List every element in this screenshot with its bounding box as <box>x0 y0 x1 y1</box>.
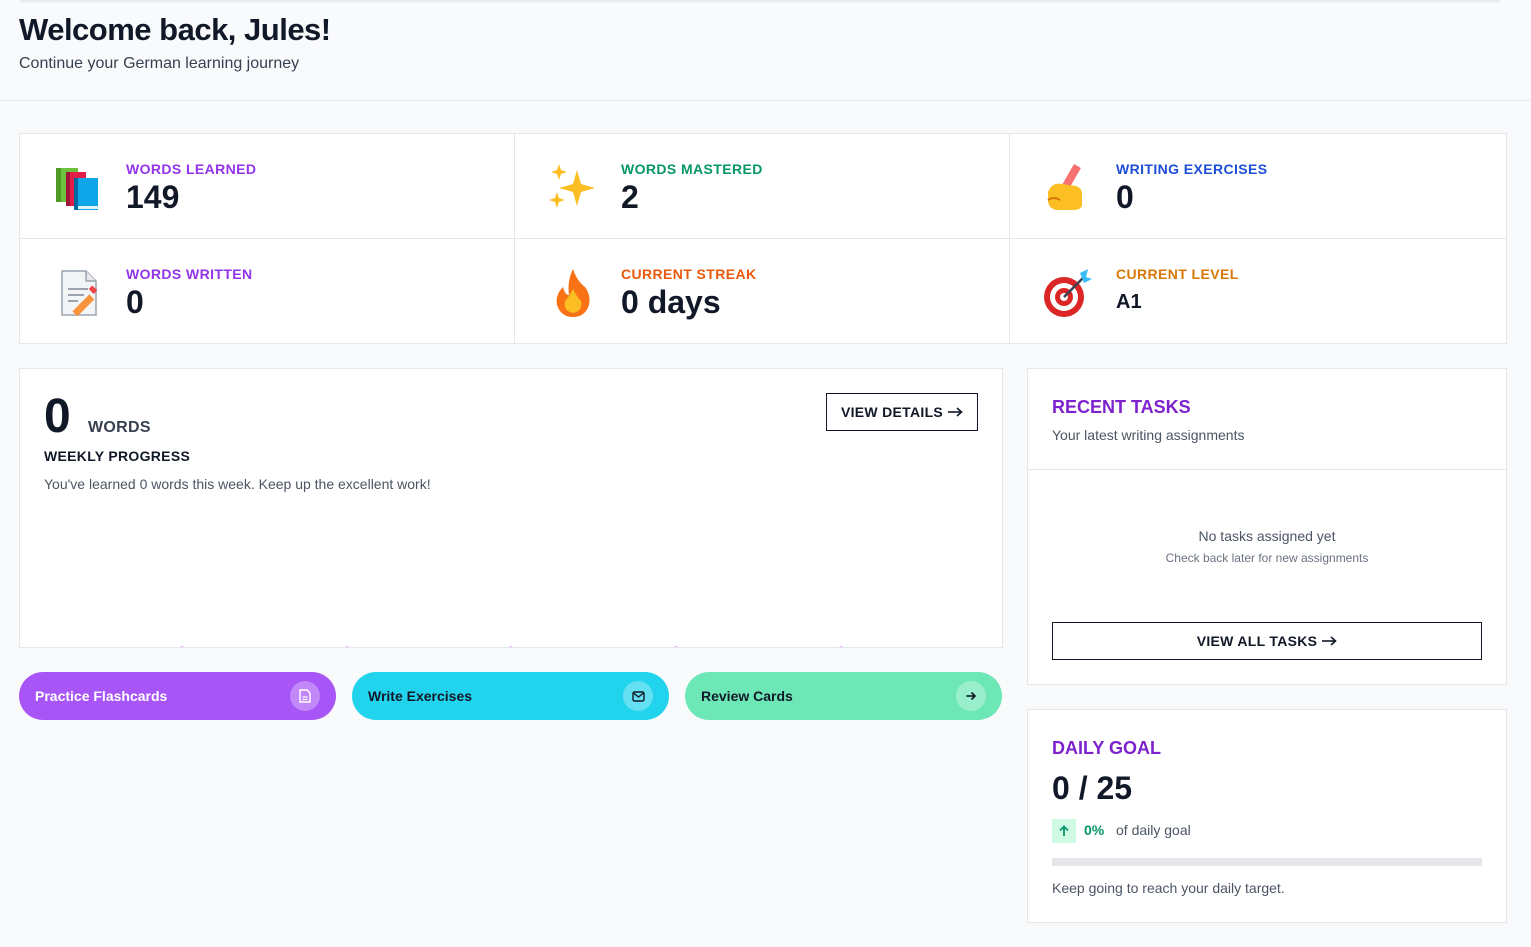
stat-words-mastered: WORDS MASTERED 2 <box>515 134 1010 239</box>
daily-goal-note: Keep going to reach your daily target. <box>1052 880 1285 896</box>
weekly-progress-card: 0 WORDS WEEKLY PROGRESS You've learned 0… <box>19 368 1003 648</box>
view-details-label: VIEW DETAILS <box>840 404 944 420</box>
weekly-chart-point-0 <box>180 646 184 647</box>
review-cards-button[interactable]: Review Cards <box>685 672 1002 720</box>
stat-value: 0 <box>126 284 144 320</box>
daily-goal-value: 0 / 25 <box>1052 770 1133 806</box>
stat-value: A1 <box>1116 291 1142 313</box>
weekly-chart <box>180 646 843 647</box>
document-icon <box>290 681 320 711</box>
empty-state-text: No tasks assigned yet <box>1198 528 1336 544</box>
stat-label: WORDS MASTERED <box>621 161 763 177</box>
practice-flashcards-button[interactable]: Practice Flashcards <box>19 672 336 720</box>
stat-label: WORDS LEARNED <box>126 161 257 177</box>
daily-goal-percent: 0% <box>1084 822 1105 838</box>
page-title: Welcome back, Jules! <box>19 12 331 47</box>
daily-goal-title: DAILY GOAL <box>1052 738 1162 758</box>
weekly-chart-point-4 <box>839 646 843 647</box>
view-all-tasks-button[interactable]: VIEW ALL TASKS <box>1052 622 1482 660</box>
weekly-chart-point-1 <box>345 646 349 647</box>
books-icon <box>56 168 98 210</box>
arrow-right-icon <box>1322 636 1338 646</box>
daily-goal-card: DAILY GOAL 0 / 25 0% of daily goal Keep … <box>1027 709 1507 923</box>
daily-goal-progress-bar <box>1052 858 1482 866</box>
stat-words-written: WORDS WRITTEN 0 <box>20 239 515 343</box>
fire-icon <box>556 269 590 317</box>
page-subtitle: Continue your German learning journey <box>19 55 300 72</box>
arrow-right-icon <box>948 407 963 417</box>
recent-tasks-subtitle: Your latest writing assignments <box>1052 427 1245 443</box>
writing-hand-icon <box>1047 164 1082 210</box>
weekly-progress-label: WEEKLY PROGRESS <box>44 448 191 464</box>
arrow-right-icon <box>956 681 986 711</box>
weekly-unit: WORDS <box>88 419 151 436</box>
weekly-progress-text: You've learned 0 words this week. Keep u… <box>44 476 431 492</box>
stat-label: WORDS WRITTEN <box>126 266 253 282</box>
write-exercises-label: Write Exercises <box>368 688 473 704</box>
sparkles-icon <box>549 164 595 208</box>
recent-tasks-card: RECENT TASKS Your latest writing assignm… <box>1027 368 1507 685</box>
daily-goal-of-text: of daily goal <box>1116 822 1191 838</box>
target-icon <box>1044 269 1092 317</box>
mail-icon <box>623 681 653 711</box>
view-all-tasks-label: VIEW ALL TASKS <box>1196 633 1318 649</box>
view-details-button[interactable]: VIEW DETAILS <box>826 393 978 431</box>
stat-label: WRITING EXERCISES <box>1116 161 1268 177</box>
stat-current-level: CURRENT LEVEL A1 <box>1010 239 1506 343</box>
trend-up-badge <box>1052 819 1076 843</box>
write-exercises-button[interactable]: Write Exercises <box>352 672 669 720</box>
weekly-chart-point-2 <box>509 646 513 647</box>
review-cards-label: Review Cards <box>701 688 793 704</box>
weekly-count: 0 <box>44 390 71 443</box>
page-header: Welcome back, Jules! Continue your Germa… <box>0 0 1531 101</box>
memo-icon <box>61 270 98 317</box>
stat-value: 0 days <box>621 284 721 320</box>
divider <box>1028 469 1506 470</box>
stat-value: 2 <box>621 179 639 215</box>
stat-writing-exercises: WRITING EXERCISES 0 <box>1010 134 1506 239</box>
stats-grid: WORDS LEARNED 149 WORDS MASTERED 2 WRITI… <box>19 133 1507 344</box>
stat-label: CURRENT STREAK <box>621 266 757 282</box>
stat-words-learned: WORDS LEARNED 149 <box>20 134 515 239</box>
practice-flashcards-label: Practice Flashcards <box>35 688 168 704</box>
stat-value: 149 <box>126 179 180 215</box>
empty-state-subtext: Check back later for new assignments <box>1165 551 1369 565</box>
stat-value: 0 <box>1116 179 1134 215</box>
stat-label: CURRENT LEVEL <box>1116 266 1239 282</box>
recent-tasks-title: RECENT TASKS <box>1052 397 1191 417</box>
weekly-chart-point-3 <box>674 646 678 647</box>
stat-current-streak: CURRENT STREAK 0 days <box>515 239 1010 343</box>
header-shadow <box>20 0 1500 4</box>
arrow-up-icon <box>1059 825 1069 836</box>
